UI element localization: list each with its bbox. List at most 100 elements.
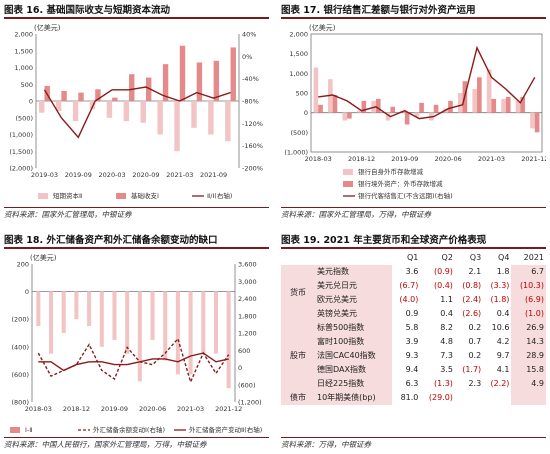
x-tick-label: 2021-12 [521,155,546,163]
bar-c16-s1 [61,90,67,101]
y2-tick-label: 2,400 [238,295,257,303]
y-tick-label: (500) [16,114,33,122]
bar-c17-s1 [448,100,453,113]
legend-label: Ⅰ-Ⅱ [25,426,32,434]
chart-17-svg: (亿美元)2,0001,5001,0005000(500)(1,000)2018… [284,23,546,200]
table-row: 英镑兑美元 0.9 0.4 (2.6) 0.4 (1.0) [281,307,546,321]
table-cell: (2.2) [490,379,510,388]
bar-c18-s0 [163,291,168,361]
bar-c17-s0 [501,98,506,113]
table-cell: 2.3 [468,379,482,388]
y-tick-label: (1,000) [284,149,308,157]
asset-price-table: Q1 Q2 Q3 Q4 2021 货币 美元指数 3.6 (0.9) 2.1 1.8 6.7 美元兑日元… [281,251,546,405]
table-row-label: 欧元兑美元 [315,293,393,307]
table-cell: 3.6 [405,267,419,276]
y2-tick-label: 3,000 [238,278,257,286]
bar-c16-s0 [208,101,214,135]
table-row: 德国DAX指数 9.4 3.5 (1.7) 4.1 15.8 [281,363,546,377]
y-tick-label: 1,500 [289,50,308,58]
table-cell: (1.7) [462,365,482,374]
chart-18-panel: 图表 18. 外汇储备资产和外汇储备余额变动的缺口 (亿美元) 200 0 (200)… [4,232,269,452]
bar-c17-s1 [332,94,338,113]
table-cell: 3.5 [440,365,453,374]
chart-18-source: 资料来源：中国人民银行，国家外汇管理局，万得，中银证券 [4,440,207,449]
table-group-label: 股市 [281,321,315,391]
y-tick-label: (2,000) [9,165,33,173]
table-header-cell [281,251,315,265]
bar-c17-s1 [477,77,482,113]
table-row: 美元兑日元 (6.7) (0.4) (0.8) (3.3) (10.3) [281,279,546,293]
table-row-label: 美元兑日元 [315,279,393,293]
table-cell: 0.2 [468,323,482,332]
table-19-title: 图表 19. 2021 年主要货币和全球资产价格表现 [281,235,487,246]
y2-tick-label: (1,200) [238,399,262,407]
table-cell: 81.0 [400,393,419,402]
table-cell: 4.1 [496,365,510,374]
legend-swatch [343,169,353,175]
chart-16-source: 资料来源：国家外汇管理局，中银证券 [4,210,132,219]
legend-swatch [10,427,20,433]
bar-c18-s0 [125,291,130,354]
bar-c17-s0 [385,112,391,121]
x-tick-label: 2018-03 [25,405,52,413]
bar-c16-s1 [112,97,118,101]
series-line-c17-s2 [318,45,536,120]
bar-c17-s1 [318,104,323,113]
table-cell [511,391,546,405]
bar-c17-s1 [361,100,367,113]
bar-c17-s0 [472,89,478,113]
y-tick-label: (1,500) [9,148,33,156]
table-cell: 15.8 [511,363,546,377]
table-row: 债市 10年期美债(bp) 81.0 (29.0) [281,391,546,405]
table-row-label: 美元指数 [315,265,393,279]
table-group-label: 货币 [281,265,315,321]
chart-18-svg: (亿美元)200 0 (200) (400) (600) (800) 3,600 3,000 2… [10,253,262,434]
bar-c16-s0 [174,101,180,152]
table-cell: 4.9 [511,377,546,391]
table-header-row: Q1 Q2 Q3 Q4 2021 [281,251,546,265]
bar-c16-s0 [55,101,62,112]
table-header-cell: 2021 [523,253,544,262]
bar-c18-s0 [36,291,41,327]
y-tick-label: 500 [21,81,33,89]
table-group-label: 债市 [281,391,315,405]
x-tick-label: 2020-03 [99,171,126,179]
c18-unit-label: (亿美元) [30,253,57,262]
table-cell: (1.8) [490,295,510,304]
legend-label: 银行境外资产：外币存款增减 [358,179,443,188]
legend-swatch [343,181,353,187]
y2-tick-label: -120% [242,120,263,128]
y-tick-label: (1,000) [9,131,33,139]
y2-tick-label: -200% [242,165,263,173]
table-row: 日经225指数 6.3 (1.3) 2.3 (2.2) 4.9 [281,377,546,391]
chart-18-title-rule [4,247,269,249]
bar-c18-s0 [87,291,92,327]
y-tick-label: 1,000 [14,64,33,72]
table-cell: 8.2 [440,323,453,332]
table-row-label: 标普500指数 [315,321,393,335]
y2-tick-label: 3,600 [238,261,257,269]
table-cell: 6.7 [511,265,546,279]
table-cell: (29.0) [428,393,453,402]
bar-c18-s0 [49,291,54,354]
table-cell: 28.9 [511,349,546,363]
legend-swatch [116,193,126,199]
bar-c18-s0 [213,291,218,354]
table-cell: 10.6 [491,323,510,332]
table-row: 货币 美元指数 3.6 (0.9) 2.1 1.8 6.7 [281,265,546,321]
x-tick-label: 2019-09 [391,155,418,163]
bar-c16-s0 [225,101,231,142]
table-cell [483,391,511,405]
chart-17-panel: 图表 17. 银行结售汇差额与银行对外资产运用 (亿美元) 2,000 1,500 1… [281,2,546,220]
bar-c17-s1 [375,98,381,113]
table-cell: 6.3 [405,379,419,388]
table-cell: 4.8 [440,337,453,346]
table-row-label: 10年期美债(bp) [315,391,393,405]
y2-tick-label: 40% [242,31,256,39]
table-cell: (1.3) [433,379,453,388]
table-header-cell: Q4 [498,253,510,262]
bar-c16-s1 [213,60,220,101]
table-header-cell: Q1 [407,253,419,262]
x-tick-label: 2018-03 [305,155,332,163]
table-row: 股市 标普500指数 5.8 8.2 0.2 10.6 26.9 [281,321,546,391]
